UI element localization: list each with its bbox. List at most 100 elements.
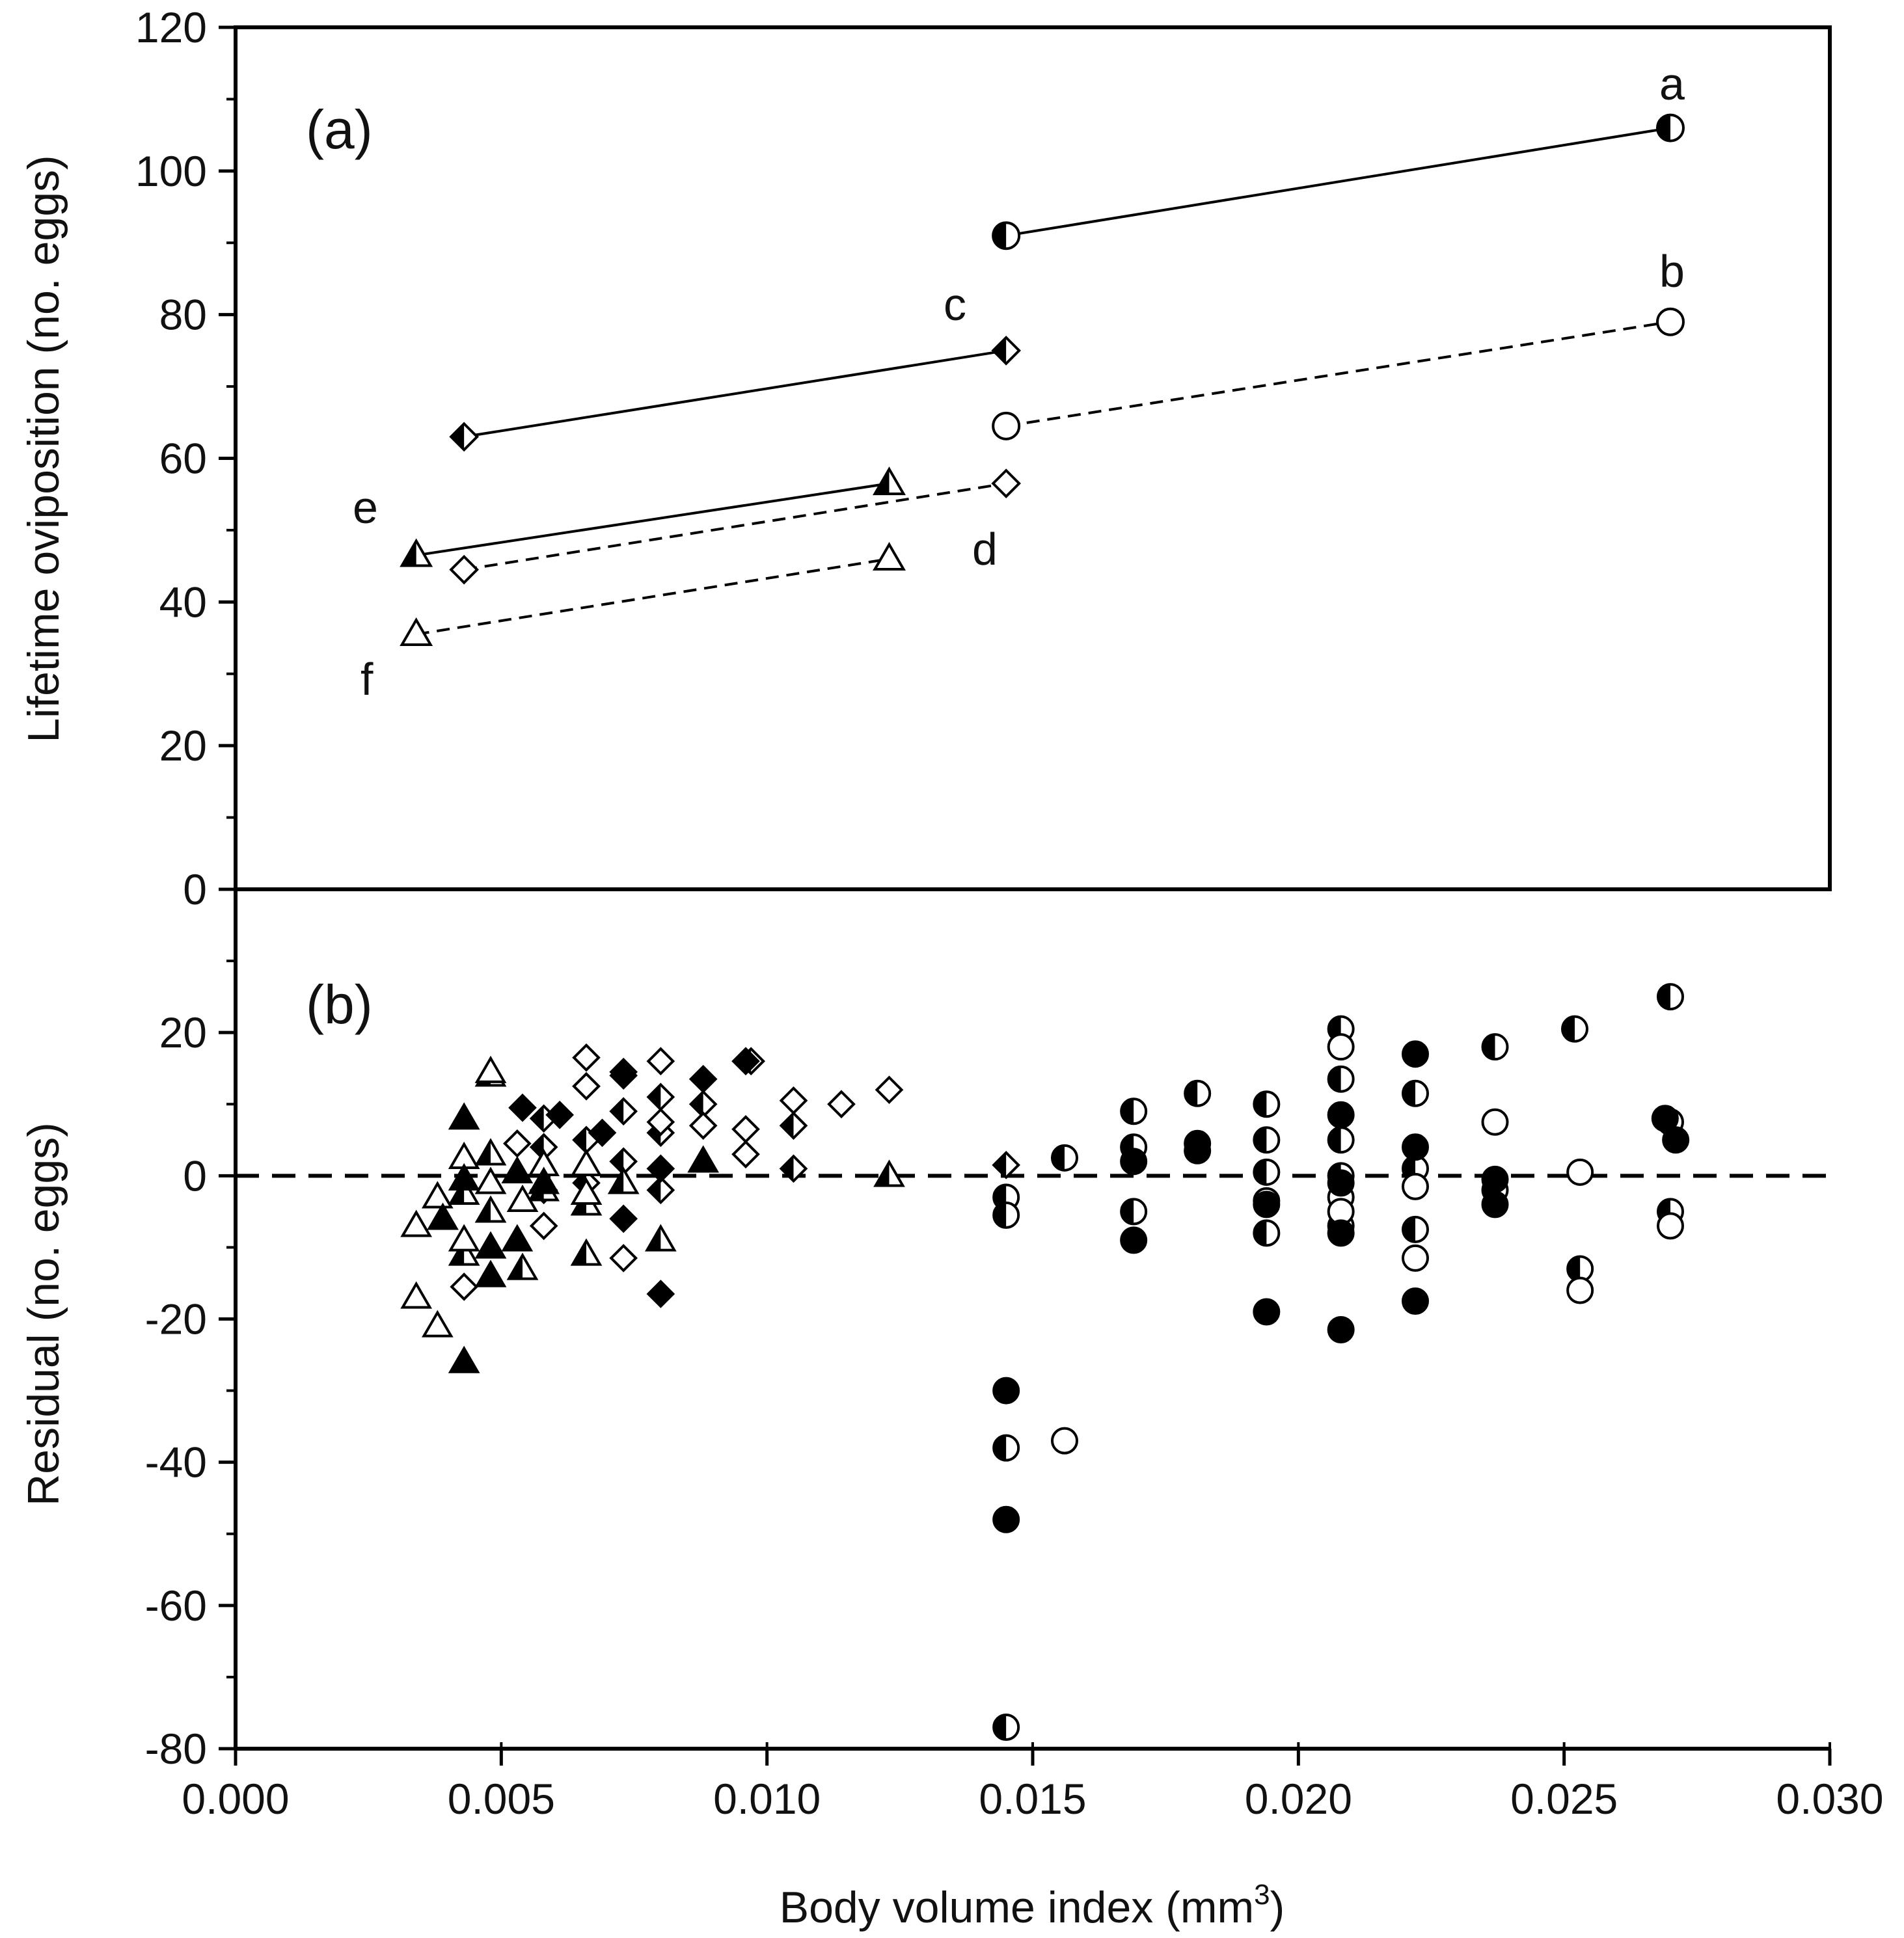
point-diamond-open [688,1111,718,1140]
point-triangle-open [570,1148,603,1176]
point-triangle-filled [474,1259,507,1287]
series-label-a: a [1659,59,1685,109]
x-tick-label: 0.030 [1776,1775,1883,1823]
point-circle-open [1566,1158,1594,1186]
y-tick-label-b: 20 [159,1008,207,1056]
point-circle-open [1657,1212,1684,1240]
point-triangle-filled [427,1202,459,1230]
panel-b-plot: -80 -60 -40 -20 0 20 0.000 0.005 0.010 0.015 0.02… [19,889,1884,1932]
point-circle-filled [1402,1287,1429,1315]
point-circle-half [1184,1079,1212,1107]
point-diamond-open [609,1244,638,1272]
point-circle-half [1402,1215,1429,1243]
point-circle-half [992,1434,1020,1462]
point-diamond-half [646,1176,675,1205]
point-circle-half [1253,1126,1281,1154]
point-triangle-open [506,1184,539,1213]
line-series-b [1005,320,1671,427]
panel-b-y-axis-title: Residual (no. eggs) [19,1122,68,1506]
point-circle-filled [1327,1101,1355,1129]
marker-series-d [449,554,479,585]
x-axis-title: Body volume index (mm3) [780,1879,1285,1932]
line-series-f [416,558,890,636]
series-label-c: c [944,279,966,330]
point-triangle-half [474,1138,507,1166]
y-tick-label-a: 80 [159,291,207,339]
point-diamond-open [529,1211,558,1241]
point-circle-half [1561,1015,1588,1043]
point-circle-open [1327,1033,1355,1061]
point-diamond-open [731,1140,760,1169]
point-circle-half [1051,1144,1078,1172]
point-circle-filled [992,1377,1020,1405]
point-circle-half [1402,1079,1429,1107]
point-diamond-open [572,1071,601,1101]
point-diamond-filled [688,1064,718,1094]
y-tick-label-b: -40 [145,1438,207,1487]
point-circle-filled [992,1505,1020,1533]
point-diamond-open [646,1107,675,1137]
point-circle-filled [1481,1191,1509,1218]
series-label-b: b [1659,246,1685,297]
point-circle-filled [1120,1148,1148,1176]
y-tick-label-a: 100 [135,147,207,195]
point-circle-half [992,1713,1020,1741]
scatter-series-circle-filled [992,1040,1690,1533]
point-triangle-open [400,1281,433,1309]
panel-a-plot: 0 20 40 60 80 100 120 (a) a b c d e f Lifetime… [19,3,1832,913]
point-circle-half [992,1201,1020,1229]
marker-series-f [400,617,433,646]
point-circle-open [1402,1244,1429,1272]
point-diamond-open [572,1043,601,1072]
y-tick-label-b: -80 [145,1725,207,1773]
point-diamond-open [450,1272,478,1301]
panel-a-frame [234,25,1832,891]
panel-a-label: (a) [306,99,373,160]
panel-a-y-axis-title: Lifetime oviposition (no. eggs) [19,155,68,742]
point-circle-filled [1253,1191,1281,1218]
point-diamond-open [827,1090,856,1119]
marker-series-b [992,411,1021,440]
point-diamond-filled [588,1118,617,1148]
line-series-e [416,482,890,557]
point-circle-open [1566,1276,1594,1304]
point-triangle-open [474,1055,507,1083]
point-circle-open [1402,1172,1429,1200]
point-diamond-half [992,1150,1020,1179]
point-triangle-filled [501,1224,534,1252]
point-triangle-filled [687,1145,720,1173]
scatter-series-triangle-open [400,1055,603,1338]
point-circle-filled [1120,1226,1148,1254]
point-diamond-filled [609,1061,638,1090]
point-triangle-open [421,1181,454,1209]
point-circle-filled [1327,1316,1355,1344]
y-tick-label-a: 120 [135,3,207,51]
y-tick-label-a: 20 [159,721,207,770]
point-circle-half [1253,1219,1281,1247]
point-circle-filled [1651,1105,1679,1133]
point-circle-half [1481,1033,1509,1061]
point-triangle-open [400,1209,433,1237]
point-triangle-open [570,1177,603,1205]
point-diamond-filled [646,1280,675,1308]
x-axis-title-superscript: 3 [1254,1879,1270,1911]
point-diamond-open [779,1086,808,1115]
point-circle-half [1657,983,1684,1011]
point-triangle-open [421,1310,454,1338]
x-axis-title-close: ) [1270,1883,1285,1932]
point-circle-filled [1402,1133,1429,1161]
point-triangle-filled [528,1166,560,1194]
point-circle-half [1327,1065,1355,1093]
y-tick-label-a: 60 [159,435,207,483]
x-axis-title-text: Body volume index (mm [780,1883,1254,1932]
panel-a-markers [400,113,1685,646]
series-label-d: d [972,524,998,574]
panel-b-x-axis: 0.000 0.005 0.010 0.015 0.020 0.025 0.030 [182,1742,1884,1823]
panel-a-y-axis: 0 20 40 60 80 100 120 [135,3,236,913]
point-circle-filled [1253,1298,1281,1326]
point-circle-filled [1481,1165,1509,1193]
scatter-series-circle-half [992,983,1684,1741]
point-triangle-half [607,1166,640,1194]
series-label-f: f [360,654,374,705]
point-circle-open [1481,1108,1509,1136]
